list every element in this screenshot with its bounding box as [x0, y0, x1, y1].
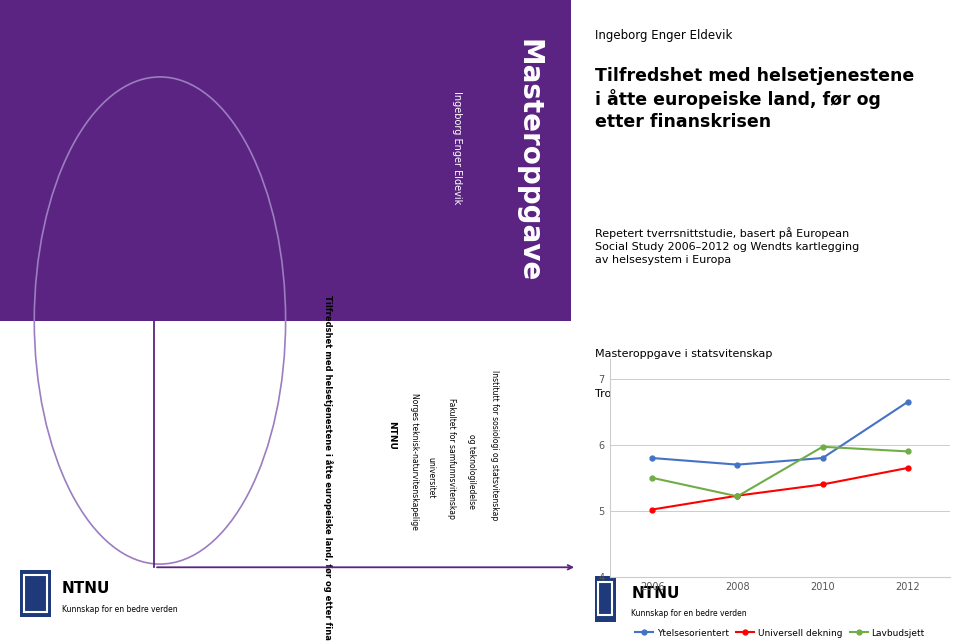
Lavbudsjett	[902, 447, 914, 455]
Text: Ingeborg Enger Eldevik: Ingeborg Enger Eldevik	[594, 29, 732, 42]
Lavbudsjett	[732, 492, 743, 500]
Text: NTNU: NTNU	[387, 421, 396, 451]
Text: Repetert tverrsnittstudie, basert på European
Social Study 2006–2012 og Wendts k: Repetert tverrsnittstudie, basert på Eur…	[594, 228, 859, 265]
Text: Ingeborg Enger Eldevik: Ingeborg Enger Eldevik	[452, 91, 462, 204]
Bar	[24, 575, 47, 612]
Bar	[0, 0, 571, 320]
Lavbudsjett	[646, 474, 658, 481]
Universell dekning	[646, 506, 658, 513]
Text: Masteroppgave i statsvitenskap: Masteroppgave i statsvitenskap	[594, 349, 772, 360]
Line: Lavbudsjett: Lavbudsjett	[650, 444, 910, 499]
Text: Tilfredshet med helsetjenestene i åtte europeiske land, før og etter finanskrise: Tilfredshet med helsetjenestene i åtte e…	[324, 294, 333, 641]
Line: Universell dekning: Universell dekning	[650, 465, 910, 512]
Text: Norges teknisk-naturvitenskapelige: Norges teknisk-naturvitenskapelige	[410, 393, 419, 530]
Text: NTNU: NTNU	[632, 586, 680, 601]
Text: Tilfredshet med helsetjenestene
i åtte europeiske land, før og
etter finanskrise: Tilfredshet med helsetjenestene i åtte e…	[594, 67, 914, 131]
Bar	[0, 320, 571, 641]
Ytelsesorientert	[817, 454, 828, 462]
Bar	[598, 582, 612, 615]
Universell dekning	[817, 481, 828, 488]
Bar	[20, 570, 52, 617]
Text: Masteroppgave: Masteroppgave	[515, 38, 542, 282]
Text: Trondheim, våren 2014: Trondheim, våren 2014	[594, 388, 724, 399]
Bar	[594, 576, 615, 622]
Ytelsesorientert	[646, 454, 658, 462]
Text: Kunnskap for en bedre verden: Kunnskap for en bedre verden	[632, 609, 747, 618]
Universell dekning	[732, 492, 743, 499]
Text: og teknologiledelse: og teknologiledelse	[467, 434, 476, 508]
Legend: Ytelsesorientert, Universell dekning, Lavbudsjett: Ytelsesorientert, Universell dekning, La…	[632, 625, 928, 641]
Universell dekning	[902, 464, 914, 472]
Ytelsesorientert	[732, 461, 743, 469]
Text: universitet: universitet	[427, 457, 436, 498]
Lavbudsjett	[817, 443, 828, 451]
Text: NTNU: NTNU	[61, 581, 110, 597]
Line: Ytelsesorientert: Ytelsesorientert	[650, 399, 910, 467]
Text: Kunnskap for en bedre verden: Kunnskap for en bedre verden	[61, 605, 178, 614]
Text: Institutt for sosiologi og statsvitenskap: Institutt for sosiologi og statsvitenska…	[490, 370, 498, 520]
Text: Fakultet for samfunnsvitenskap: Fakultet for samfunnsvitenskap	[446, 398, 456, 519]
Ytelsesorientert	[902, 398, 914, 406]
